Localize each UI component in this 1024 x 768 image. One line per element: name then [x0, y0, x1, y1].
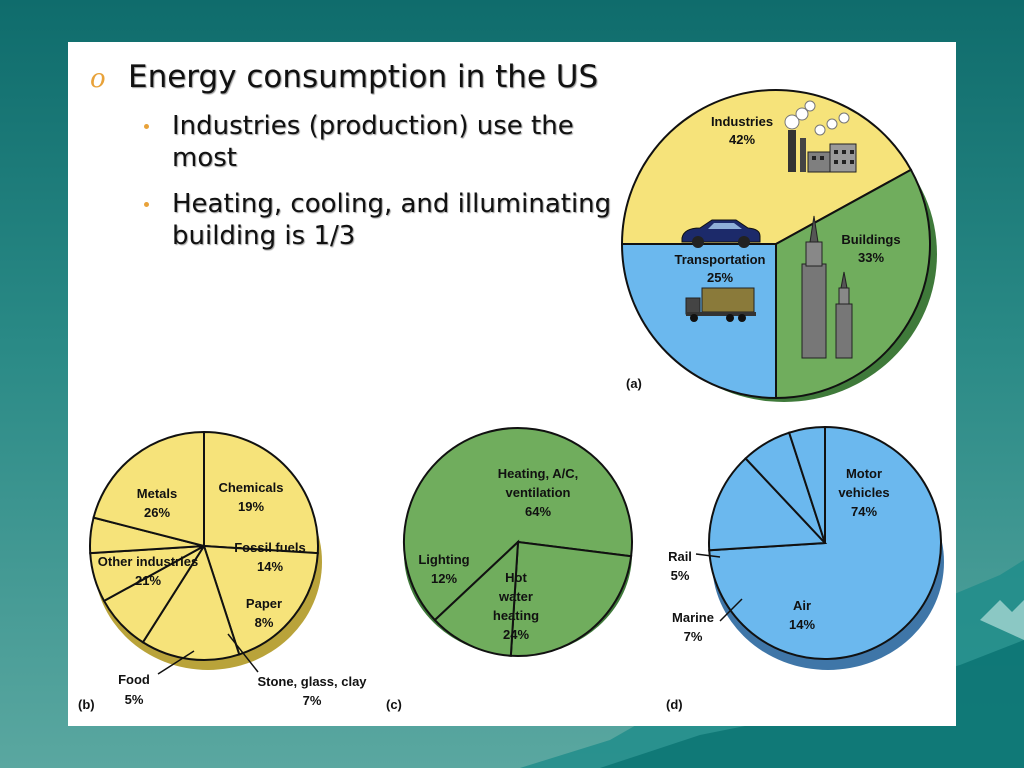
panel-label-a: (a) [626, 376, 642, 391]
leader-marine [719, 598, 743, 622]
slice-label-industries: Industries [711, 114, 773, 129]
slice-label-air: Air [793, 598, 811, 613]
slice-label-fossil-fuels: Fossil fuels [234, 540, 306, 555]
car-icon [681, 219, 761, 248]
slice-label-hot-water-3: heating [493, 608, 539, 623]
sub-bullet-text: Heating, cooling, and illuminating build… [172, 189, 612, 251]
truck-icon [685, 287, 756, 322]
bullet-list: o Energy consumption in the US Industrie… [88, 58, 648, 252]
panel-label-d: (d) [666, 697, 683, 712]
sub-bullet-buildings: Heating, cooling, and illuminating build… [144, 188, 642, 252]
slice-label-hot-water-1: Hot [505, 570, 527, 585]
pie-slice-metals [203, 430, 319, 555]
chart-a: Industries 42% Buildings 33% Transportat… [620, 89, 937, 402]
slice-label-motor-2: vehicles [838, 485, 889, 500]
chart-b-slices [89, 430, 319, 661]
slice-label-food: Food [118, 672, 150, 687]
slice-value-lighting: 12% [431, 571, 457, 586]
sub-bullet-text: Industries (production) use the most [172, 111, 574, 173]
slice-label-paper: Paper [246, 596, 282, 611]
pie-slice-transportation [620, 243, 777, 400]
slice-value-air: 14% [789, 617, 815, 632]
slice-value-other-industries: 21% [135, 573, 161, 588]
chart-d: Motor vehicles 74% Air 14% Marine 7% Rai… [666, 425, 944, 712]
slice-label-marine: Marine [672, 610, 714, 625]
sub-bullet-dot-icon [144, 124, 149, 129]
slice-value-hot-water: 24% [503, 627, 529, 642]
panel-label-b: (b) [78, 697, 95, 712]
pie-charts: Industries 42% Buildings 33% Transportat… [78, 89, 944, 712]
leader-food [157, 650, 195, 675]
slice-label-heating-2: ventilation [505, 485, 570, 500]
pie-slice-fossil-fuels [141, 543, 241, 661]
slice-label-stone-glass-clay: Stone, glass, clay [257, 674, 367, 689]
slice-label-rail: Rail [668, 549, 692, 564]
slice-label-heating-1: Heating, A/C, [498, 466, 578, 481]
slice-value-chemicals: 19% [238, 499, 264, 514]
slice-label-motor-1: Motor [846, 466, 882, 481]
slice-label-buildings: Buildings [841, 232, 900, 247]
slice-value-industries: 42% [729, 132, 755, 147]
chart-c: Heating, A/C, ventilation 64% Lighting 1… [386, 427, 633, 712]
slice-label-other-industries: Other industries [98, 554, 198, 569]
sub-bullet-industries: Industries (production) use the most [144, 110, 612, 174]
pie-slice-air [708, 457, 828, 552]
leader-rail [695, 553, 721, 558]
pie-slice-heating-a-c-ventilation [403, 427, 633, 622]
slice-label-chemicals: Chemicals [218, 480, 283, 495]
slice-value-transportation: 25% [707, 270, 733, 285]
panel-label-c: (c) [386, 697, 402, 712]
pie-slice-lighting [433, 539, 520, 657]
leader-stone-glass-clay [227, 633, 259, 673]
skyscraper-icon [801, 215, 853, 359]
slice-value-heating: 64% [525, 504, 551, 519]
slice-label-lighting: Lighting [418, 552, 469, 567]
slice-value-food: 5% [125, 692, 144, 707]
pie-slice-chemicals [202, 544, 319, 656]
slice-value-motor: 74% [851, 504, 877, 519]
slice-value-buildings: 33% [858, 250, 884, 265]
slice-value-marine: 7% [684, 629, 703, 644]
pie-slice-other-industries [92, 430, 205, 548]
pie-slice-hot-water-heating [509, 540, 633, 657]
pie-slice-industries [620, 89, 913, 245]
slice-value-fossil-fuels: 14% [257, 559, 283, 574]
factory-icon [784, 100, 857, 173]
pie-slice-rail [787, 425, 826, 544]
slice-label-hot-water-2: water [498, 589, 533, 604]
sub-bullet-dot-icon [144, 202, 149, 207]
slice-value-metals: 26% [144, 505, 170, 520]
slice-value-rail: 5% [671, 568, 690, 583]
slice-value-stone-glass-clay: 7% [303, 693, 322, 708]
bullet-o-icon: o [90, 64, 106, 94]
slice-label-transportation: Transportation [674, 252, 765, 267]
chart-c-slices [403, 427, 633, 657]
chart-b: Metals 26% Chemicals 19% Fossil fuels 14… [78, 430, 367, 712]
bullet-main-text: Energy consumption in the US [128, 59, 599, 95]
chart-d-slices [708, 425, 942, 660]
slide-panel: o Energy consumption in the US Industrie… [68, 42, 956, 726]
bullet-main: o Energy consumption in the US [88, 58, 648, 96]
slice-label-metals: Metals [137, 486, 177, 501]
slice-value-paper: 8% [255, 615, 274, 630]
